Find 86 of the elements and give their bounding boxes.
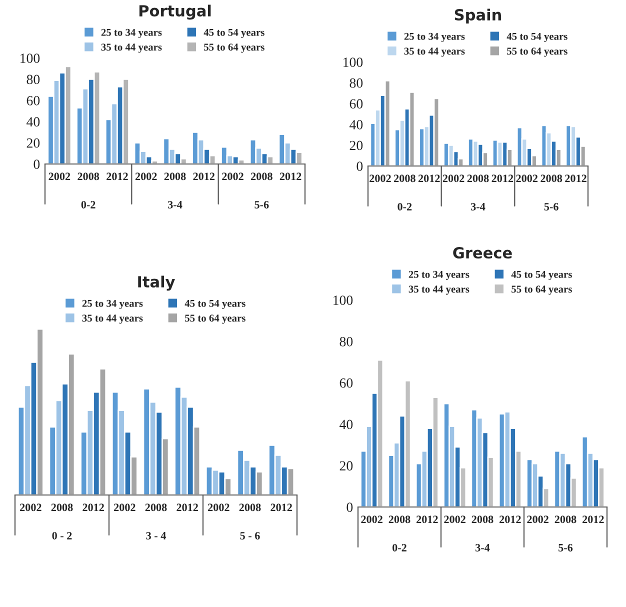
x-tick-label: 2008 bbox=[554, 516, 576, 524]
text: 0 - 2 bbox=[52, 532, 72, 540]
chart-title: Greece bbox=[453, 246, 512, 259]
legend-label: 25 to 34 years bbox=[82, 300, 143, 310]
x-tick-label: 2002 bbox=[442, 174, 464, 182]
y-tick-label: 60 bbox=[340, 378, 353, 388]
x-tick-label: 2012 bbox=[565, 174, 586, 182]
x-tick-label: 2012 bbox=[582, 516, 604, 524]
text: 0-2 bbox=[392, 544, 406, 552]
y-tick-label: 0 bbox=[356, 162, 363, 171]
text: 0-2 bbox=[81, 200, 96, 208]
x-tick-label: 2008 bbox=[239, 504, 261, 512]
legend-label: 55 to 64 years bbox=[507, 48, 568, 57]
x-tick-label: 2002 bbox=[527, 516, 548, 524]
y-tick-label: 60 bbox=[26, 96, 40, 106]
x-tick-label: 2012 bbox=[106, 172, 128, 180]
y-tick-label: 80 bbox=[350, 78, 363, 88]
x-tick-label: 2002 bbox=[20, 504, 42, 512]
x-tick-label: 2012 bbox=[418, 174, 440, 182]
text: 3 - 4 bbox=[146, 532, 166, 540]
text: 5-6 bbox=[254, 200, 269, 208]
y-tick-label: 20 bbox=[340, 461, 353, 471]
y-tick-label: 40 bbox=[350, 120, 363, 130]
x-tick-label: 2002 bbox=[516, 174, 538, 182]
x-tick-label: 2012 bbox=[416, 516, 438, 524]
x-tick-label: 2008 bbox=[251, 172, 272, 180]
legend-label: 45 to 54 years bbox=[511, 270, 572, 280]
x-tick-label: 2008 bbox=[145, 504, 167, 512]
legend-label: 45 to 54 years bbox=[184, 300, 246, 310]
x-tick-label: 2008 bbox=[394, 174, 416, 182]
x-tick-label: 2012 bbox=[500, 516, 521, 524]
x-tick-label: 2002 bbox=[222, 172, 244, 180]
x-tick-label: 2002 bbox=[208, 504, 230, 512]
x-tick-label: 2012 bbox=[270, 504, 292, 512]
legend-label: 45 to 54 years bbox=[204, 28, 264, 38]
y-tick-label: 40 bbox=[26, 117, 40, 127]
y-tick-label: 20 bbox=[26, 138, 40, 148]
legend-label: 35 to 44 years bbox=[408, 286, 470, 295]
y-tick-label: 40 bbox=[340, 420, 353, 430]
x-tick-label: 2008 bbox=[164, 172, 186, 180]
x-tick-label: 2008 bbox=[472, 516, 494, 524]
text: 5 - 6 bbox=[240, 532, 260, 540]
y-tick-label: 20 bbox=[350, 140, 363, 150]
legend-label: 25 to 34 years bbox=[408, 270, 470, 280]
x-tick-label: 2012 bbox=[176, 504, 198, 512]
x-tick-label: 2002 bbox=[135, 172, 157, 180]
legend-label: 35 to 44 years bbox=[82, 314, 143, 324]
x-tick-label: 2008 bbox=[78, 172, 100, 180]
x-tick-label: 2012 bbox=[193, 172, 215, 180]
text: 5-6 bbox=[544, 202, 558, 210]
x-tick-label: 2008 bbox=[540, 174, 562, 182]
text: 5-6 bbox=[558, 544, 573, 552]
y-tick-label: 100 bbox=[334, 296, 353, 305]
y-tick-label: 100 bbox=[20, 54, 40, 63]
chart-title: Spain bbox=[454, 8, 501, 24]
text: 3-4 bbox=[476, 544, 490, 552]
legend-label: 55 to 64 years bbox=[185, 314, 246, 324]
y-tick-label: 80 bbox=[26, 74, 40, 84]
legend-label: 25 to 34 years bbox=[404, 32, 465, 42]
legend-label: 45 to 54 years bbox=[506, 32, 568, 42]
x-tick-label: 2008 bbox=[51, 504, 73, 512]
y-tick-label: 100 bbox=[344, 58, 363, 67]
y-tick-label: 60 bbox=[350, 99, 363, 109]
y-tick-label: 0 bbox=[34, 160, 40, 169]
x-tick-label: 2002 bbox=[361, 516, 382, 524]
y-tick-label: 0 bbox=[346, 502, 353, 512]
x-tick-label: 2002 bbox=[444, 516, 466, 524]
x-tick-label: 2012 bbox=[492, 174, 514, 182]
chart-title: Italy bbox=[138, 276, 175, 291]
chart-title: Portugal bbox=[139, 4, 211, 20]
legend-label: 55 to 64 years bbox=[204, 44, 264, 53]
y-tick-label: 80 bbox=[340, 336, 353, 346]
x-tick-label: 2002 bbox=[114, 504, 136, 512]
legend-label: 35 to 44 years bbox=[101, 44, 162, 53]
x-tick-label: 2002 bbox=[370, 174, 391, 182]
text: 0-2 bbox=[398, 202, 412, 210]
legend-label: 55 to 64 years bbox=[512, 286, 572, 295]
x-tick-label: 2012 bbox=[280, 172, 302, 180]
text: 3-4 bbox=[168, 200, 182, 208]
x-tick-label: 2012 bbox=[82, 504, 104, 512]
text: 3-4 bbox=[471, 202, 486, 210]
x-tick-label: 2002 bbox=[48, 172, 70, 180]
legend-label: 25 to 34 years bbox=[101, 28, 162, 38]
x-tick-label: 2008 bbox=[388, 516, 410, 524]
legend-label: 35 to 44 years bbox=[404, 48, 465, 57]
x-tick-label: 2008 bbox=[467, 174, 489, 182]
